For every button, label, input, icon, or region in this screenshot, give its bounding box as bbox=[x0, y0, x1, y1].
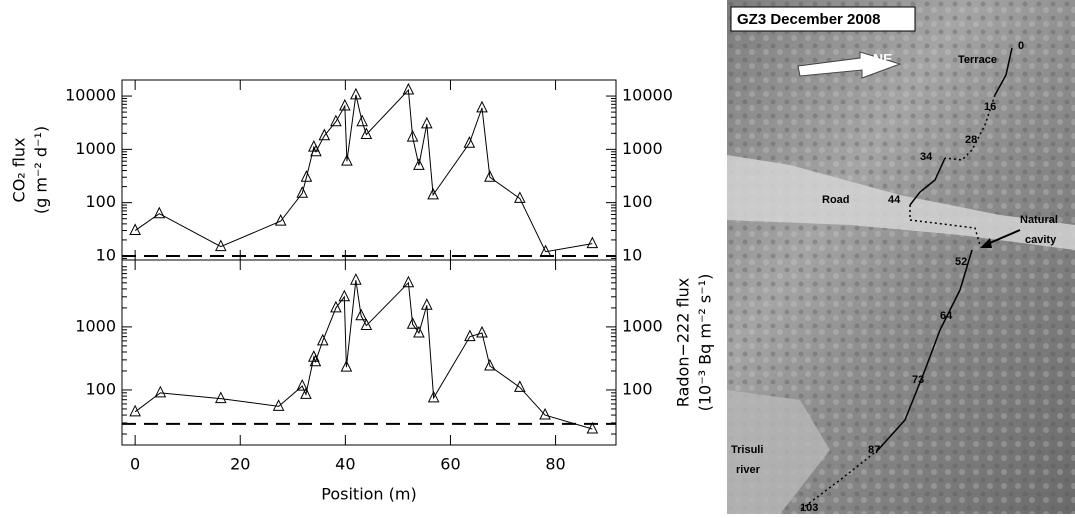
data-line bbox=[134, 280, 593, 430]
photo-label: 16 bbox=[984, 101, 996, 113]
marker bbox=[214, 391, 227, 404]
photo-label: 73 bbox=[912, 374, 924, 386]
marker bbox=[360, 318, 373, 331]
marker bbox=[129, 223, 141, 236]
marker bbox=[214, 239, 227, 252]
x-axis-label: Position (m) bbox=[321, 485, 416, 504]
photo-label: river bbox=[736, 464, 761, 476]
photo-title: GZ3 December 2008 bbox=[737, 11, 880, 28]
photo-label: Terrace bbox=[958, 54, 997, 66]
photo-label: 64 bbox=[940, 310, 953, 322]
marker bbox=[586, 236, 599, 249]
marker bbox=[309, 354, 322, 367]
marker bbox=[539, 407, 551, 420]
marker bbox=[308, 350, 320, 362]
marker bbox=[350, 87, 362, 100]
marker bbox=[272, 399, 285, 411]
x-tick-label: 40 bbox=[335, 455, 355, 474]
marker bbox=[420, 298, 433, 310]
marker bbox=[340, 360, 353, 372]
photo: GZ3 December 2008 NE bbox=[727, 0, 1075, 514]
photo-label: Trisuli bbox=[731, 444, 763, 456]
photo-label: Road bbox=[822, 194, 850, 206]
y2-tick-label: 1000 bbox=[622, 139, 663, 158]
marker bbox=[406, 129, 419, 142]
marker bbox=[356, 114, 368, 127]
marker bbox=[300, 387, 312, 399]
photo-label: Natural bbox=[1020, 214, 1058, 226]
marker bbox=[129, 404, 141, 417]
marker bbox=[427, 390, 440, 403]
marker bbox=[154, 385, 167, 398]
marker bbox=[402, 82, 415, 95]
marker bbox=[274, 214, 287, 226]
photo-label: 87 bbox=[868, 444, 880, 456]
y-axis-label: CO₂ flux bbox=[10, 138, 29, 203]
y2-axis-label: (10⁻³ Bq m⁻² s⁻¹) bbox=[696, 274, 715, 412]
marker bbox=[514, 191, 526, 203]
marker bbox=[318, 128, 331, 141]
photo-label: 52 bbox=[955, 256, 967, 268]
marker bbox=[476, 100, 488, 113]
data-line bbox=[134, 88, 593, 253]
y-tick-label: 10000 bbox=[65, 86, 116, 105]
y2-tick-label: 1000 bbox=[622, 316, 663, 335]
marker bbox=[514, 380, 526, 392]
x-tick-label: 0 bbox=[130, 455, 140, 474]
marker bbox=[420, 116, 433, 129]
y-tick-label: 10 bbox=[96, 245, 116, 264]
marker bbox=[296, 186, 309, 198]
y-tick-label: 100 bbox=[85, 192, 116, 211]
x-tick-label: 60 bbox=[440, 455, 460, 474]
photo-label: 34 bbox=[920, 151, 933, 163]
marker bbox=[484, 358, 496, 371]
marker bbox=[330, 300, 342, 313]
y-tick-label: 100 bbox=[85, 379, 116, 398]
marker bbox=[427, 187, 439, 200]
direction-label: NE bbox=[873, 51, 892, 67]
photo-label: 103 bbox=[800, 502, 818, 514]
marker bbox=[463, 136, 476, 148]
photo-label: 28 bbox=[965, 134, 977, 146]
x-tick-label: 20 bbox=[230, 455, 250, 474]
marker bbox=[350, 273, 362, 285]
y-axis-label: (g m⁻² d⁻¹) bbox=[32, 126, 51, 214]
x-tick-label: 80 bbox=[545, 455, 565, 474]
marker bbox=[355, 308, 367, 321]
marker bbox=[360, 127, 373, 139]
marker bbox=[316, 333, 329, 346]
photo-label: 0 bbox=[1018, 40, 1024, 52]
marker bbox=[539, 244, 552, 257]
marker bbox=[310, 144, 322, 157]
marker bbox=[330, 114, 342, 127]
marker bbox=[406, 317, 419, 329]
marker bbox=[338, 289, 351, 302]
marker bbox=[402, 275, 415, 288]
marker bbox=[464, 329, 476, 342]
y2-axis-label: Radon−222 flux bbox=[674, 278, 693, 407]
photo-label: cavity bbox=[1025, 234, 1057, 246]
y2-tick-label: 100 bbox=[622, 379, 653, 398]
plot-frame bbox=[121, 259, 617, 446]
marker bbox=[476, 325, 488, 338]
y2-tick-label: 10000 bbox=[622, 86, 673, 105]
y-tick-label: 1000 bbox=[75, 316, 116, 335]
photo-label: 44 bbox=[888, 194, 901, 206]
y2-tick-label: 10 bbox=[622, 245, 642, 264]
marker bbox=[586, 421, 599, 434]
marker bbox=[296, 379, 309, 391]
marker bbox=[484, 170, 496, 182]
marker bbox=[341, 154, 353, 166]
y2-tick-label: 100 bbox=[622, 192, 653, 211]
y-tick-label: 1000 bbox=[75, 139, 116, 158]
marker bbox=[339, 98, 351, 111]
marker bbox=[413, 325, 425, 338]
marker bbox=[153, 206, 166, 219]
marker bbox=[300, 170, 313, 182]
marker bbox=[413, 158, 425, 170]
